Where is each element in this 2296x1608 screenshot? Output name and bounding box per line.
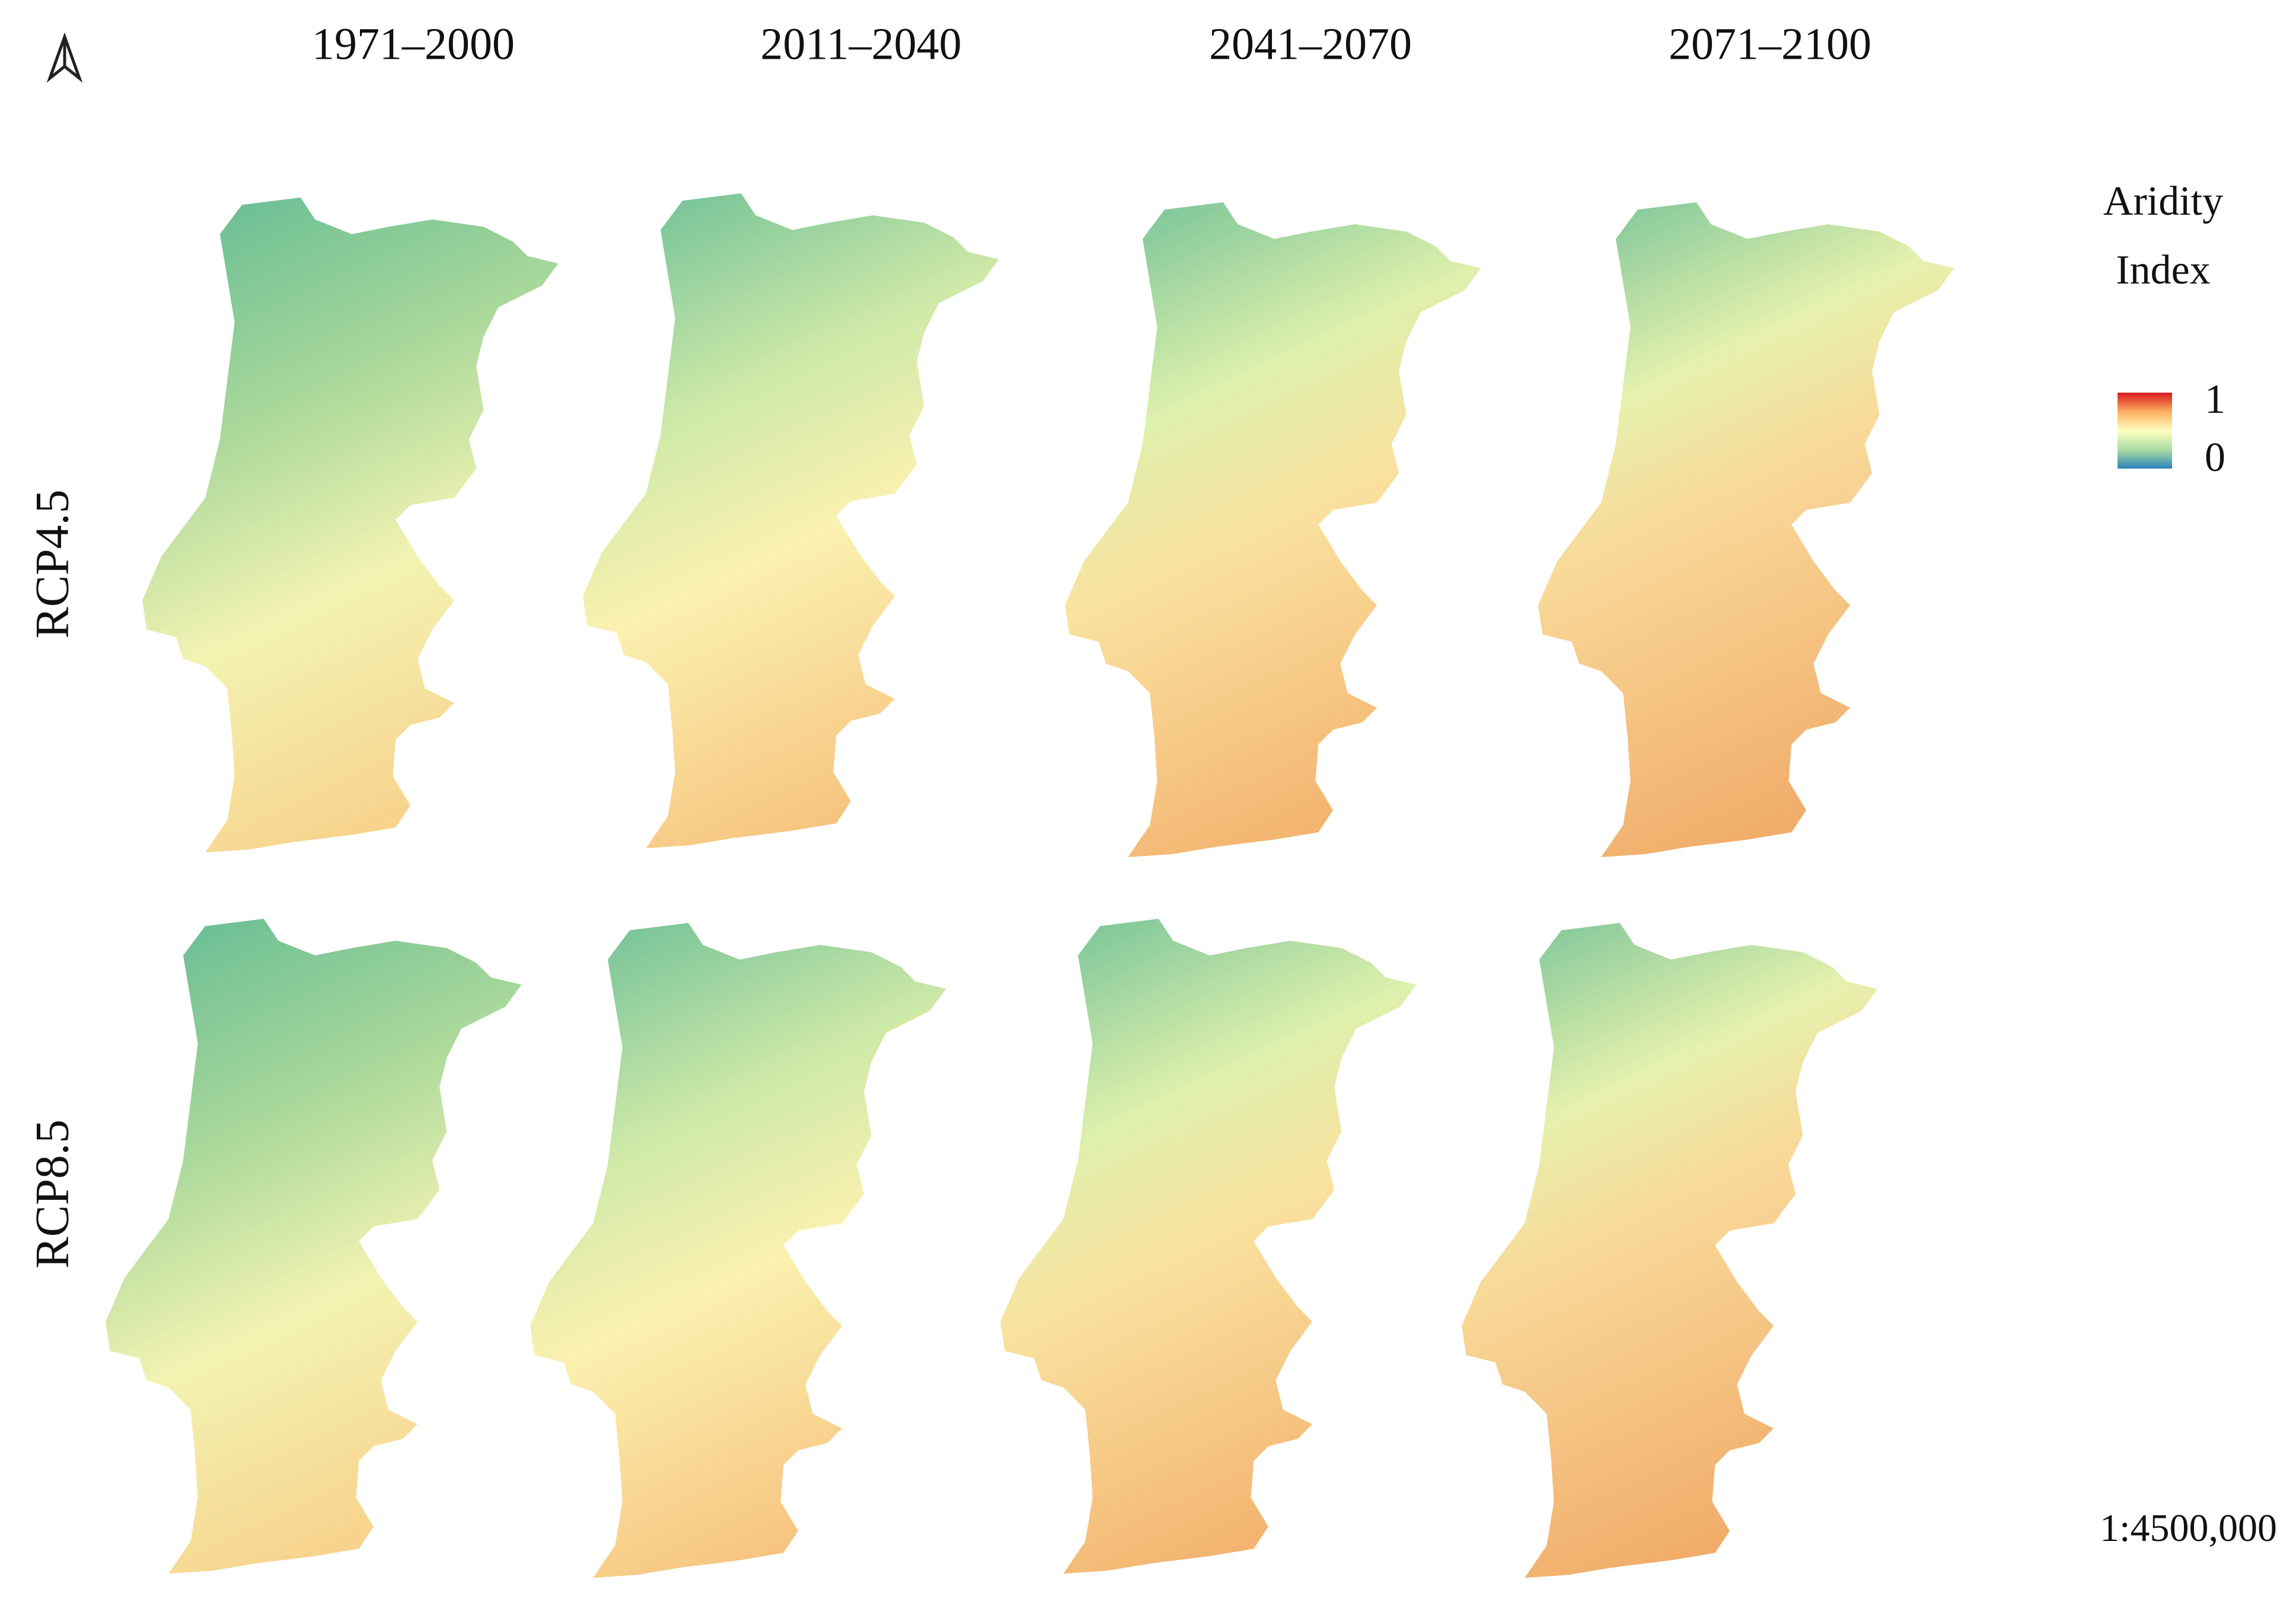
row-label: RCP8.5 bbox=[26, 1119, 78, 1268]
aridity-map bbox=[583, 193, 999, 849]
legend-title: Aridity bbox=[2103, 179, 2223, 224]
aridity-map bbox=[530, 923, 946, 1578]
legend: Aridity Index 1 0 bbox=[2103, 179, 2225, 480]
aridity-map bbox=[142, 198, 559, 853]
aridity-map bbox=[1462, 923, 1878, 1578]
aridity-map bbox=[1065, 202, 1481, 858]
aridity-map bbox=[1538, 202, 1954, 858]
scale-label: 1:4500,000 bbox=[2100, 1507, 2277, 1550]
north-arrow bbox=[46, 32, 83, 83]
column-header: 2041–2070 bbox=[1209, 19, 1412, 69]
legend-title: Index bbox=[2116, 247, 2210, 293]
color-ramp bbox=[2118, 393, 2172, 469]
aridity-map bbox=[106, 919, 522, 1574]
column-header: 2071–2100 bbox=[1669, 19, 1871, 69]
aridity-map bbox=[1000, 919, 1417, 1574]
legend-min-label: 0 bbox=[2205, 435, 2225, 480]
map-grid bbox=[106, 193, 1954, 1578]
row-label: RCP4.5 bbox=[26, 489, 78, 638]
legend-max-label: 1 bbox=[2205, 377, 2225, 422]
column-header: 1971–2000 bbox=[312, 19, 515, 69]
column-header: 2011–2040 bbox=[760, 19, 961, 69]
